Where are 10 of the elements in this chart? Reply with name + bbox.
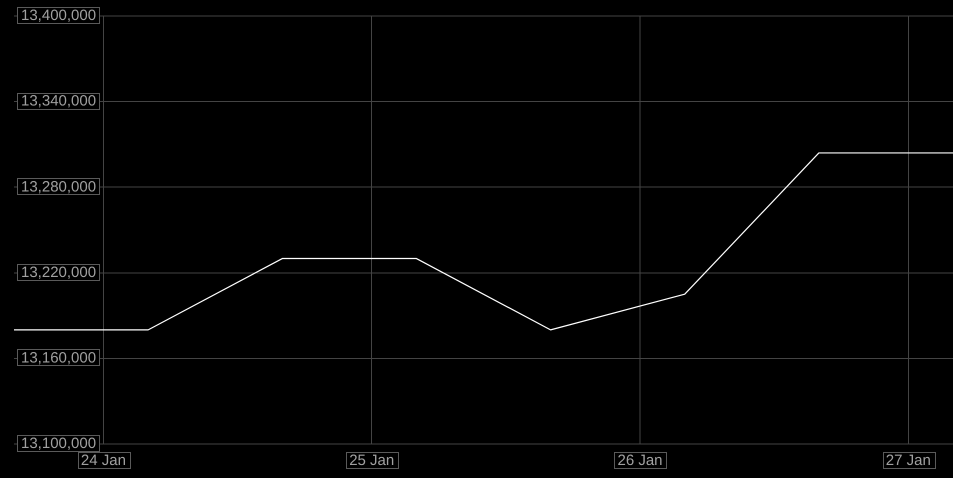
y-tick-label: 13,280,000: [21, 178, 96, 196]
x-tick-label: 25 Jan: [349, 452, 394, 470]
x-tick-label: 27 Jan: [886, 452, 931, 470]
y-tick-label: 13,220,000: [21, 264, 96, 281]
y-tick-label: 13,100,000: [21, 435, 96, 452]
y-tick-label: 13,400,000: [21, 7, 96, 24]
y-tick-label: 13,340,000: [21, 92, 96, 110]
y-tick-label: 13,160,000: [21, 350, 96, 367]
x-tick-label: 26 Jan: [617, 452, 663, 470]
x-tick-label: 24 Jan: [80, 452, 126, 470]
